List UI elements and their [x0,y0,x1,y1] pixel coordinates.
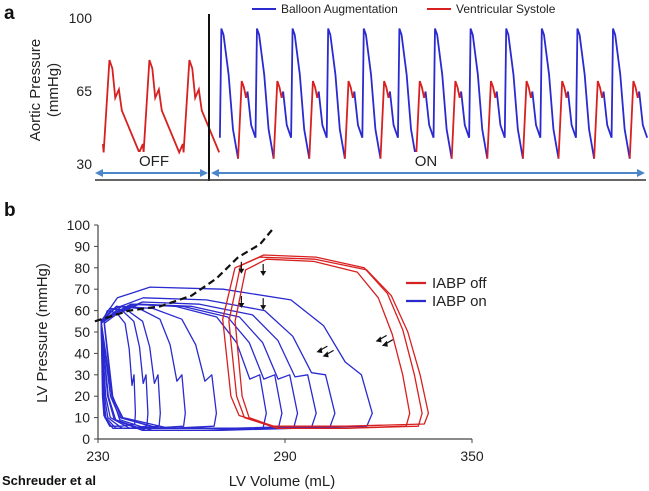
on-diastole-segment [282,91,292,138]
on-augmentation-segment [290,28,311,159]
x-tick-label: 350 [460,448,484,464]
off-region-label: OFF [139,153,169,170]
panel-b-x-axis-label: LV Volume (mL) [229,473,335,490]
y-tick-label: 60 [74,303,90,319]
shift-arrow [316,345,328,354]
on-augmentation-segment [539,28,560,159]
on-systole-segment [593,80,605,159]
on-region-arrow [211,169,645,177]
panel-b-label: b [4,200,16,221]
on-diastole-segment [246,91,257,138]
legend-a-off-label: Ventricular Systole [456,2,556,16]
iabp-off-loop [222,256,430,427]
shift-arrow [238,296,245,309]
on-systole-segment [237,80,249,159]
y-tick-label: 50 [74,324,90,340]
on-systole-segment [379,80,391,159]
on-augmentation-segment [503,28,524,159]
on-systole-segment [415,80,427,159]
on-diastole-segment [317,91,328,138]
shift-arrow [260,263,267,276]
y-tick-label: 80 [74,260,90,276]
credit-text: Schreuder et al [2,473,96,488]
panel-a-label: a [4,3,15,24]
on-diastole-segment [389,91,399,138]
on-label-bg [406,152,446,170]
y-tick-label: 20 [74,388,90,404]
on-diastole-segment [638,91,649,138]
panel-a-y-axis-label-line2: (mmHg) [45,63,62,117]
panel-b-y-axis-label: LV Pressure (mmHg) [34,263,51,403]
panel-a-y-tick-100: 100 [69,10,93,26]
aortic-pressure-trace [102,28,649,159]
iabp-on-loop [103,301,317,429]
on-diastole-segment [424,91,435,138]
panel-a-y-axis-label-line1: Aortic Pressure [27,39,44,142]
on-diastole-segment [353,91,364,138]
shift-arrow [260,298,267,311]
iabp-on-loop [100,303,267,432]
on-augmentation-segment [575,28,596,159]
legend-a-on-label: Balloon Augmentation [281,2,398,16]
on-augmentation-segment [397,28,417,159]
shift-arrow [381,339,394,347]
shift-arrow [322,349,334,358]
iabp-on-loop [100,305,186,429]
legend-b-on-label: IABP on [432,293,487,310]
on-systole-segment [557,80,569,159]
on-diastole-segment [460,91,470,138]
iabp-on-loop [100,303,283,432]
on-systole-segment [628,80,641,159]
on-augmentation-segment [610,28,631,159]
on-diastole-segment [602,91,613,138]
shift-arrow [238,261,245,274]
off-label-bg [132,152,176,170]
panel-b-axes: 0 10 20 30 40 50 60 70 80 90 100 230 290 350 [67,217,484,464]
panel-a-y-tick-65: 65 [76,83,92,99]
y-tick-label: 90 [74,238,90,254]
on-augmentation-segment [468,28,489,159]
pv-loops [94,228,430,432]
panel-a: a Aortic Pressure (mmHg) 100 65 30 Ballo… [4,2,649,181]
on-systole-segment [308,80,320,159]
on-augmentation-segment [432,28,453,159]
on-diastole-segment [495,91,506,138]
on-augmentation-segment [325,28,346,159]
y-tick-label: 0 [82,431,90,447]
x-tick-label: 230 [86,448,110,464]
iabp-on-loop [100,305,218,429]
on-systole-segment [272,80,284,159]
on-augmentation-segment [219,28,239,159]
on-systole-segment [522,80,534,159]
on-augmentation-segment [254,28,275,159]
off-aortic-trace [102,59,221,155]
panel-b: b LV Pressure (mmHg) LV Volume (mL) Schr… [2,200,487,490]
y-tick-label: 30 [74,367,90,383]
panel-a-y-tick-30: 30 [76,156,92,172]
on-systole-segment [486,80,498,159]
iabp-off-loop [234,258,411,429]
on-augmentation-segment [361,28,382,159]
x-tick-label: 290 [273,448,297,464]
y-tick-label: 40 [74,345,90,361]
legend-b-off-label: IABP off [432,275,487,292]
y-tick-label: 10 [74,410,90,426]
on-diastole-segment [531,91,542,138]
espvr-dashed-line [94,228,274,323]
y-tick-label: 70 [74,281,90,297]
y-tick-label: 100 [67,217,91,233]
iabp-off-loop [228,254,423,429]
off-region-arrow [95,169,208,177]
on-systole-segment [450,80,463,159]
on-diastole-segment [567,91,577,138]
iabp-on-loop [100,309,137,427]
shift-arrow [375,334,387,343]
on-systole-segment [343,80,356,159]
on-region-label: ON [415,153,438,170]
iabp-on-loop [100,286,373,429]
